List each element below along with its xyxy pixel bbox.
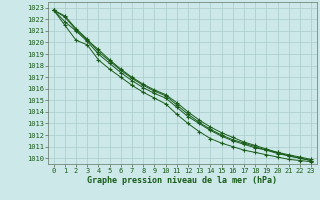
X-axis label: Graphe pression niveau de la mer (hPa): Graphe pression niveau de la mer (hPa) (87, 176, 277, 185)
